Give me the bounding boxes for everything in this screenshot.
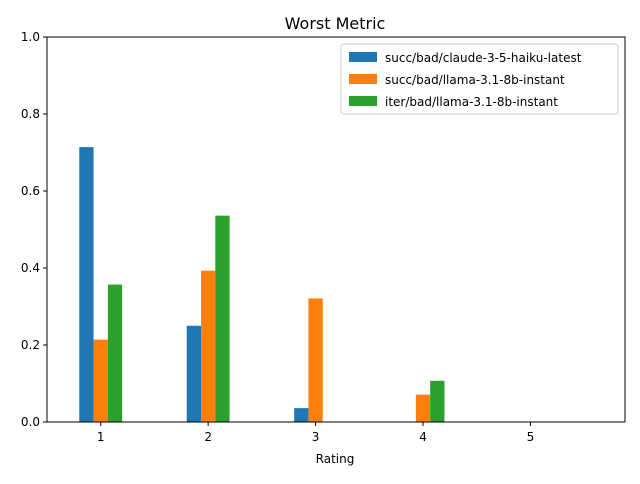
legend-box <box>340 43 619 115</box>
legend-swatch <box>349 52 377 62</box>
y-tick-label: 1.0 <box>21 30 40 44</box>
y-tick-label: 0.2 <box>21 338 40 352</box>
x-tick-label: 3 <box>312 430 320 444</box>
bar-2-4 <box>415 394 431 422</box>
legend-label: iter/bad/llama-3.1-8b-instant <box>385 95 558 109</box>
bar-2-3 <box>308 298 323 422</box>
bar-1-3 <box>294 408 309 422</box>
bar-2-1 <box>93 339 108 422</box>
bars-group <box>79 147 445 423</box>
bar-1-1 <box>79 147 94 423</box>
x-axis-label: Rating <box>316 452 355 466</box>
axes-group: 0.0 0.2 0.4 0.6 0.8 1.0 1 2 3 4 5 <box>21 30 626 444</box>
bar-2-2 <box>201 270 216 422</box>
legend-label: succ/bad/llama-3.1-8b-instant <box>385 73 565 87</box>
y-tick-label: 0.8 <box>21 107 40 121</box>
y-tick-label: 0.4 <box>21 261 40 275</box>
y-tick-label: 0.6 <box>21 184 40 198</box>
x-tick-label: 5 <box>527 430 535 444</box>
chart-title: Worst Metric <box>285 14 386 33</box>
y-tick-label: 0.0 <box>21 415 40 429</box>
bar-3-2 <box>215 215 230 422</box>
legend-swatch <box>349 74 377 84</box>
legend-label: succ/bad/claude-3-5-haiku-latest <box>385 51 582 65</box>
bar-3-1 <box>107 284 123 422</box>
x-tick-label: 2 <box>204 430 212 444</box>
bar-1-2 <box>186 325 202 422</box>
plot-frame <box>46 36 626 423</box>
legend-swatch <box>349 96 377 106</box>
bar-3-4 <box>430 380 445 422</box>
legend: succ/bad/claude-3-5-haiku-latest succ/bad… <box>340 43 619 115</box>
x-tick-label: 1 <box>97 430 105 444</box>
x-tick-label: 4 <box>419 430 427 444</box>
